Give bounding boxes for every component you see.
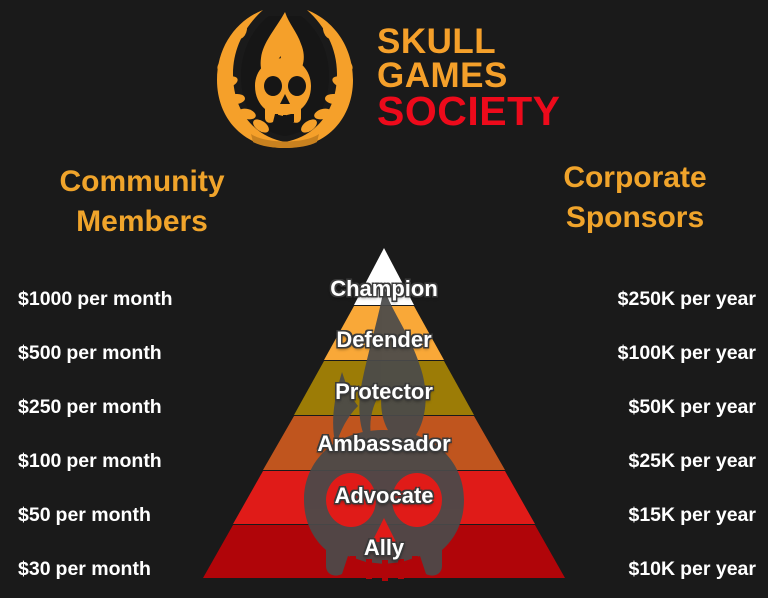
community-unit-ambassador: per month [66,449,162,472]
community-price-protector: $250 per month [18,380,268,434]
community-unit-protector: per month [66,395,162,418]
community-unit-advocate: per month [55,503,151,526]
logo-line-society: SOCIETY [377,87,561,134]
corporate-price-ambassador: $25K per year [506,434,756,488]
tier-label-champion: Champion [330,276,438,301]
logo-line-games: GAMES [377,55,508,95]
community-unit-champion: per month [77,287,173,310]
corporate-amount-ally: $10K [628,557,676,580]
corporate-price-column: $250K per year $100K per year $50K per y… [506,272,756,596]
corporate-sponsors-header: Corporate Sponsors [510,158,760,238]
community-amount-ally: $30 [18,557,51,580]
community-members-header: Community Members [12,162,272,242]
tier-label-ally: Ally [363,535,405,560]
corporate-unit-champion: per year [680,287,756,310]
logo-line-skull: SKULL [377,22,497,62]
corporate-amount-protector: $50K [628,395,676,418]
corporate-header-line1: Corporate [563,161,707,194]
community-amount-protector: $250 [18,395,62,418]
corporate-price-protector: $50K per year [506,380,756,434]
tier-label-defender: Defender [336,327,432,352]
corporate-unit-ambassador: per year [680,449,756,472]
community-price-champion: $1000 per month [18,272,268,326]
corporate-price-advocate: $15K per year [506,488,756,542]
corporate-price-defender: $100K per year [506,326,756,380]
community-amount-ambassador: $100 [18,449,62,472]
skull-flame-laurel-emblem-icon [205,2,365,154]
tier-label-protector: Protector [335,379,433,404]
community-price-ambassador: $100 per month [18,434,268,488]
tier-label-advocate: Advocate [334,483,434,508]
corporate-price-champion: $250K per year [506,272,756,326]
community-price-defender: $500 per month [18,326,268,380]
community-header-line1: Community [59,165,225,198]
brand-logo: SKULL GAMES SOCIETY [205,2,565,154]
corporate-amount-ambassador: $25K [628,449,676,472]
corporate-price-ally: $10K per year [506,542,756,596]
community-price-ally: $30 per month [18,542,268,596]
tier-label-ambassador: Ambassador [317,431,451,456]
corporate-amount-defender: $100K [617,341,676,364]
brand-wordmark: SKULL GAMES SOCIETY [377,22,561,134]
community-amount-advocate: $50 [18,503,51,526]
corporate-unit-protector: per year [680,395,756,418]
corporate-amount-advocate: $15K [628,503,676,526]
community-unit-defender: per month [66,341,162,364]
corporate-header-line2: Sponsors [565,200,705,234]
community-amount-defender: $500 [18,341,62,364]
corporate-amount-champion: $250K [617,287,676,310]
community-price-advocate: $50 per month [18,488,268,542]
community-unit-ally: per month [55,557,151,580]
community-price-column: $1000 per month $500 per month $250 per … [18,272,268,596]
community-amount-champion: $1000 [18,287,73,310]
corporate-unit-advocate: per year [680,503,756,526]
corporate-unit-ally: per year [680,557,756,580]
corporate-unit-defender: per year [680,341,756,364]
community-header-line2: Members [76,204,208,238]
